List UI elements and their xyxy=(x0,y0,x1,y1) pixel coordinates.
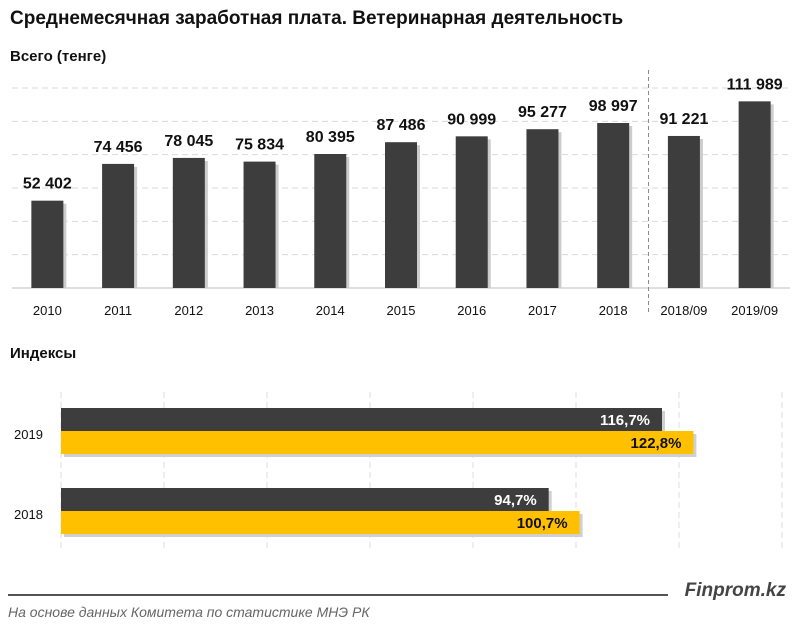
data-label: 78 045 xyxy=(164,133,213,150)
brand-logo: Finprom.kz xyxy=(684,580,786,601)
x-tick-label: 2011 xyxy=(104,303,132,318)
bar xyxy=(61,408,662,431)
y-tick-label: 2019 xyxy=(14,427,43,442)
bar xyxy=(31,200,64,288)
bar xyxy=(526,129,559,288)
bar xyxy=(61,431,694,454)
bar xyxy=(455,136,488,288)
bar xyxy=(738,101,771,288)
x-tick-label: 2016 xyxy=(457,303,486,318)
x-tick-label: 2014 xyxy=(316,303,345,318)
source-note: На основе данных Комитета по статистике … xyxy=(8,604,370,620)
x-tick-label: 2018 xyxy=(599,303,628,318)
data-label: 74 456 xyxy=(94,139,143,156)
x-tick-label: 2013 xyxy=(245,303,274,318)
bar-chart-title: Всего (тенге) xyxy=(10,48,107,65)
bar xyxy=(597,123,630,288)
bar xyxy=(243,161,276,288)
data-label: 116,7% xyxy=(600,412,650,429)
x-tick-label: 2017 xyxy=(528,303,557,318)
bar xyxy=(385,142,417,288)
bar xyxy=(314,154,347,288)
bar xyxy=(61,511,580,534)
chart-title: Среднемесячная заработная плата. Ветерин… xyxy=(10,8,624,29)
data-label: 94,7% xyxy=(494,492,537,509)
index-chart-title: Индексы xyxy=(10,345,77,362)
data-label: 91 221 xyxy=(659,111,708,128)
footer-divider xyxy=(8,594,668,596)
data-label: 87 486 xyxy=(377,117,426,134)
bar xyxy=(61,488,549,511)
data-label: 98 997 xyxy=(589,98,638,115)
bar xyxy=(102,163,135,288)
x-tick-label: 2018/09 xyxy=(660,303,707,318)
data-label: 90 999 xyxy=(447,111,496,128)
x-tick-label: 2015 xyxy=(387,303,416,318)
bar xyxy=(667,135,700,288)
y-tick-label: 2018 xyxy=(14,507,43,522)
data-label: 95 277 xyxy=(518,104,567,121)
x-tick-label: 2010 xyxy=(33,303,62,318)
data-label: 52 402 xyxy=(23,176,72,193)
data-label: 122,8% xyxy=(631,435,682,452)
data-label: 75 834 xyxy=(235,137,284,154)
data-label: 80 395 xyxy=(306,129,355,146)
data-label: 111 989 xyxy=(727,76,783,93)
data-label: 100,7% xyxy=(517,515,568,532)
x-tick-label: 2019/09 xyxy=(731,303,778,318)
bar xyxy=(172,157,205,288)
x-tick-label: 2012 xyxy=(174,303,203,318)
